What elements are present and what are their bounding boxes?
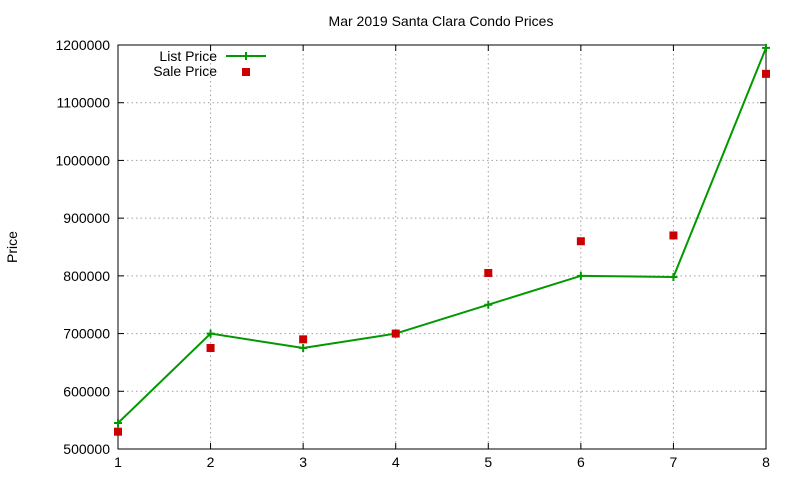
list-price-point [114,419,122,428]
x-tick-label: 6 [577,454,585,470]
x-tick-label: 8 [762,454,770,470]
legend-label-list-price: List Price [159,48,217,64]
x-tick-label: 2 [207,454,215,470]
list-price-point [206,329,215,338]
y-tick-label: 800000 [63,268,110,284]
list-price-point [484,300,493,309]
plot-area [114,43,770,436]
y-tick-label: 1000000 [55,152,110,168]
sale-price-point [299,335,308,344]
y-axis-label: Price [4,231,20,263]
list-price-point [576,271,585,280]
x-tick-label: 7 [670,454,678,470]
legend-label-sale-price: Sale Price [153,63,217,79]
legend-marker-sale-price [242,68,250,76]
x-tick-label: 4 [392,454,400,470]
y-tick-label: 700000 [63,326,110,342]
x-tick-label: 1 [114,454,122,470]
legend-marker-list-price [242,52,250,60]
y-tick-label: 500000 [63,441,110,457]
list-price-point [762,43,770,52]
sale-price-point [762,69,770,78]
grid [118,45,766,449]
y-tick-label: 1100000 [57,95,111,111]
list-price-line [117,47,767,424]
sale-price-point [114,427,122,436]
sale-price-point [484,268,493,277]
list-price-point [669,273,678,282]
y-tick-label: 900000 [63,210,110,226]
chart-title: Mar 2019 Santa Clara Condo Prices [329,13,554,29]
y-tick-label: 600000 [63,383,110,399]
sale-price-point [576,237,585,246]
list-price-point [299,344,308,352]
tick-labels: 500000 600000 700000 800000 900000 1000000 110… [55,37,770,470]
x-tick-label: 5 [484,454,492,470]
x-tick-label: 3 [299,454,307,470]
plot-border [117,44,767,450]
sale-price-point [669,231,678,240]
y-tick-label: 1200000 [55,37,110,53]
sale-price-point [206,344,215,352]
sale-price-point [391,329,400,338]
